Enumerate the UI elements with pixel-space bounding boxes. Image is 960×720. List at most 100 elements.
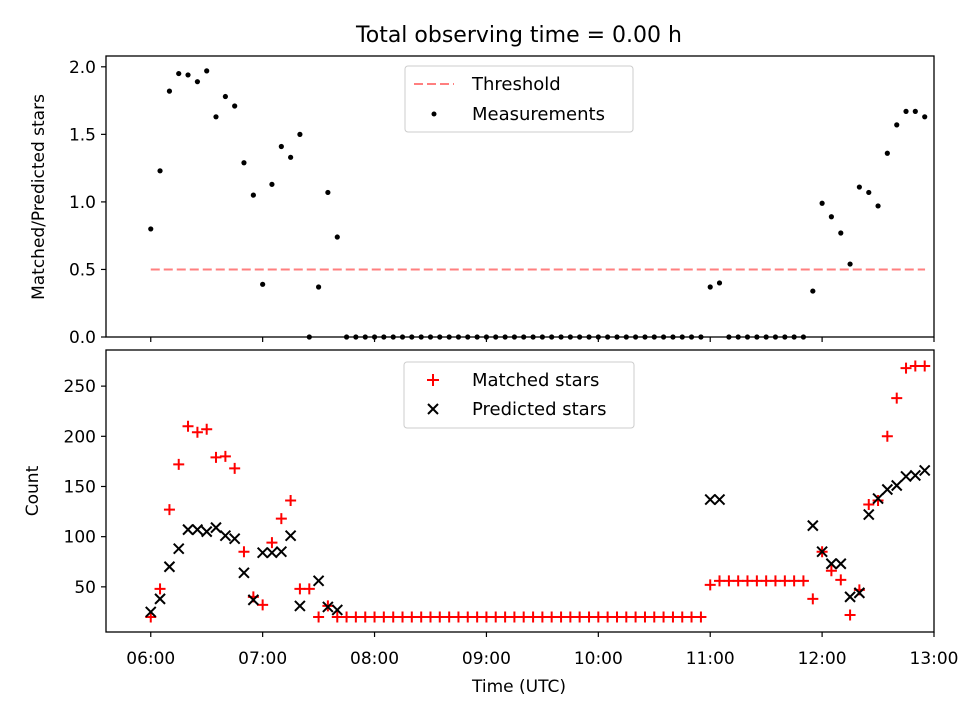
bottom-x-axis-label: Time (UTC) (471, 677, 566, 697)
matched-star-point (173, 458, 185, 470)
predicted-star-point (256, 547, 269, 559)
predicted-star-point (853, 587, 866, 599)
matched-star-point (900, 362, 912, 374)
matched-star-point (471, 611, 483, 623)
predicted-star-point (312, 575, 325, 587)
predicted-star-point (238, 567, 250, 579)
matched-star-point (341, 611, 353, 623)
bottom-y-tick-label: 150 (64, 477, 96, 497)
matched-star-point (378, 611, 390, 623)
matched-star-point (704, 579, 716, 591)
bottom-y-tick-label: 200 (64, 427, 96, 447)
matched-star-point (387, 611, 399, 623)
matched-star-point (210, 451, 222, 463)
x-tick-label: 11:00 (686, 649, 735, 669)
matched-star-point (667, 611, 679, 623)
matched-star-point (676, 611, 688, 623)
measurement-point (875, 203, 881, 209)
measurement-point (828, 214, 834, 220)
figure-title: Total observing time = 0.00 h (355, 23, 682, 48)
top-axes-frame (105, 55, 935, 338)
predicted-star-point (210, 521, 222, 534)
measurement-point (325, 189, 331, 196)
measurement-point (297, 131, 303, 137)
predicted-star-point (266, 547, 278, 559)
legend-predicted-marker (427, 403, 439, 415)
measurement-point (222, 93, 228, 100)
predicted-star-point (275, 546, 288, 558)
x-tick-label: 09:00 (462, 649, 511, 669)
measurement-point (903, 108, 909, 114)
matched-star-point (825, 565, 837, 577)
matched-star-point (415, 611, 427, 623)
predicted-star-point (163, 561, 176, 573)
predicted-star-point (900, 470, 912, 483)
bottom-y-tick-label: 250 (64, 377, 96, 397)
measurement-point (847, 261, 853, 267)
top-y-tick-label: 1.5 (69, 125, 96, 145)
measurement-point (148, 226, 154, 232)
matched-star-point (508, 611, 520, 623)
measurement-point (194, 79, 201, 85)
matched-star-point (658, 611, 670, 623)
x-tick-label: 12:00 (798, 649, 847, 669)
matched-star-point (751, 575, 763, 587)
matched-star-point (480, 611, 492, 623)
legend-predicted-label: Predicted stars (472, 399, 606, 420)
matched-star-point (909, 360, 921, 372)
matched-star-point (359, 611, 371, 623)
matched-star-point (303, 583, 315, 595)
matched-star-point (397, 611, 409, 623)
x-tick-label: 06:00 (126, 649, 175, 669)
matched-star-point (695, 611, 707, 623)
predicted-star-point (284, 529, 297, 542)
predicted-star-point (807, 519, 819, 532)
measurement-point (716, 280, 723, 286)
measurement-point (922, 114, 928, 120)
matched-star-point (788, 575, 800, 587)
matched-star-point (779, 575, 791, 587)
matched-star-point (732, 575, 744, 587)
matched-star-point (275, 513, 287, 525)
bottom-legend-box (403, 361, 635, 429)
matched-star-point (490, 611, 502, 623)
measurement-point (176, 70, 182, 77)
measurement-point (269, 181, 275, 187)
top-y-tick-label: 0.0 (69, 328, 96, 348)
matched-star-point (443, 611, 455, 623)
top-panel: 0.00.51.01.52.0 Matched/Predicted stars … (29, 55, 935, 348)
matched-star-point (546, 611, 558, 623)
matched-star-point (797, 575, 809, 587)
measurement-point (166, 88, 173, 94)
measurement-point (866, 189, 872, 196)
predicted-star-point (713, 493, 726, 506)
measurement-point (819, 200, 825, 206)
legend-measurements-marker (431, 111, 437, 117)
measurement-point (232, 103, 238, 109)
matched-star-point (191, 426, 203, 438)
matched-star-point (369, 611, 381, 623)
bottom-plot-marks (145, 360, 931, 623)
predicted-star-point (825, 558, 838, 570)
predicted-star-point (219, 529, 232, 542)
matched-star-point (574, 611, 586, 623)
matched-star-point (219, 450, 231, 462)
matched-star-point (592, 611, 604, 623)
measurement-point (894, 122, 900, 128)
predicted-star-point (835, 558, 847, 570)
matched-star-point (424, 611, 436, 623)
predicted-star-point (881, 483, 894, 496)
predicted-star-point (863, 508, 875, 521)
x-tick-label: 13:00 (910, 649, 959, 669)
matched-star-point (313, 611, 325, 623)
predicted-star-point (919, 464, 931, 477)
bottom-y-axis-label: Count (23, 465, 43, 516)
matched-star-point (639, 611, 651, 623)
measurement-point (315, 284, 322, 290)
matched-star-point (891, 392, 903, 404)
measurement-point (810, 288, 816, 294)
measurement-point (157, 168, 163, 174)
matched-star-point (760, 575, 772, 587)
matched-star-point (630, 611, 642, 623)
matched-star-point (257, 599, 269, 611)
